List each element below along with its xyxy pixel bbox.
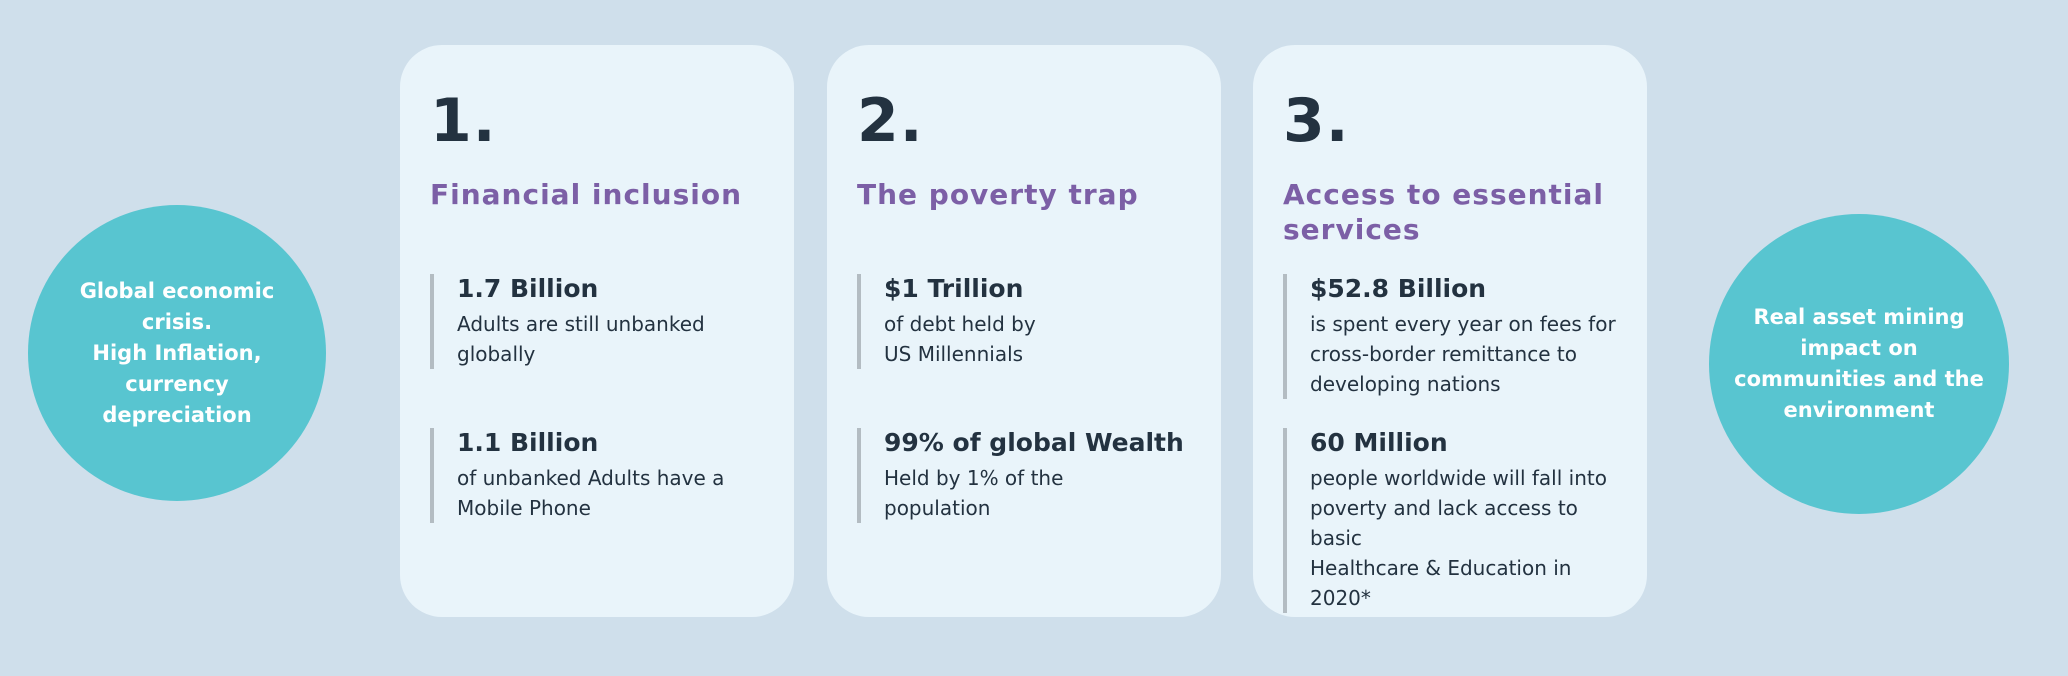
stat-description: Held by 1% of the population: [884, 466, 1064, 520]
card-3-title: Access to essential services: [1283, 178, 1605, 246]
stat-description: is spent every year on fees for cross-bo…: [1310, 312, 1616, 396]
stat-value: $1 Trillion: [884, 274, 1024, 303]
card-essential-services: 3. Access to essential services $52.8 Bi…: [1253, 45, 1647, 617]
stat-remittance-fees: $52.8 Billion is spent every year on fee…: [1283, 274, 1625, 399]
stat-millennial-debt: $1 Trillion of debt held by US Millennia…: [857, 274, 1199, 369]
stat-description: Adults are still unbanked globally: [457, 312, 705, 366]
card-poverty-trap: 2. The poverty trap $1 Trillion of debt …: [827, 45, 1221, 617]
stat-wealth-concentration: 99% of global Wealth Held by 1% of the p…: [857, 428, 1199, 523]
stat-value: $52.8 Billion: [1310, 274, 1487, 303]
stat-poverty-forecast: 60 Million people worldwide will fall in…: [1283, 428, 1625, 613]
stat-description: of unbanked Adults have a Mobile Phone: [457, 466, 725, 520]
stat-description: people worldwide will fall into poverty …: [1310, 466, 1607, 610]
mining-impact-text: Real asset mining impact on communities …: [1734, 305, 1984, 422]
card-2-number: 2.: [857, 86, 924, 156]
stat-value: 60 Million: [1310, 428, 1448, 457]
stat-unbanked-adults: 1.7 Billion Adults are still unbanked gl…: [430, 274, 772, 369]
mining-impact-circle: Real asset mining impact on communities …: [1709, 214, 2009, 514]
stat-value: 1.1 Billion: [457, 428, 599, 457]
stat-description: of debt held by US Millennials: [884, 312, 1036, 366]
card-2-title: The poverty trap: [857, 178, 1139, 211]
global-crisis-text: Global economic crisis. High Inflation, …: [79, 278, 275, 427]
stat-value: 1.7 Billion: [457, 274, 599, 303]
card-3-number: 3.: [1283, 86, 1350, 156]
global-crisis-circle: Global economic crisis. High Inflation, …: [28, 205, 326, 501]
card-1-number: 1.: [430, 86, 497, 156]
stat-value: 99% of global Wealth: [884, 428, 1184, 457]
stat-unbanked-mobile: 1.1 Billion of unbanked Adults have a Mo…: [430, 428, 772, 523]
card-financial-inclusion: 1. Financial inclusion 1.7 Billion Adult…: [400, 45, 794, 617]
card-1-title: Financial inclusion: [430, 178, 743, 211]
